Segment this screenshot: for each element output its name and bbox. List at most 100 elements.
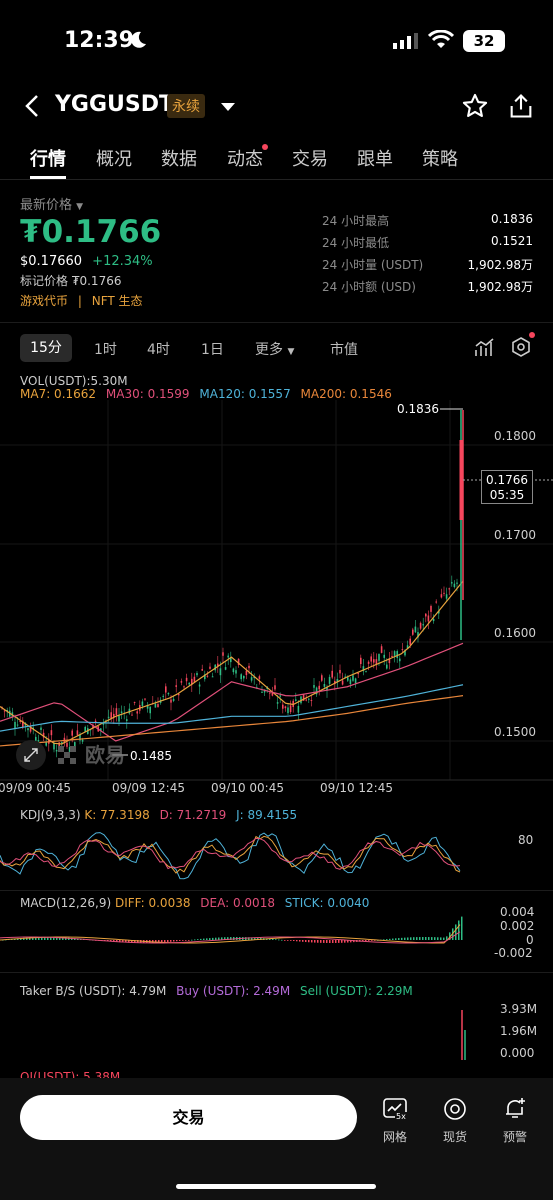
macd-bar (131, 940, 133, 943)
macd-bar (71, 937, 73, 940)
macd-bar (44, 937, 46, 940)
candle (183, 686, 185, 688)
candle (399, 658, 401, 662)
high-marker: 0.1836 (397, 402, 439, 416)
macd-bar (341, 940, 343, 943)
tab-feed[interactable]: 动态 (227, 149, 263, 170)
grid-button[interactable]: 5x 网格 (378, 1096, 412, 1145)
candle (378, 654, 380, 661)
candle (180, 681, 183, 683)
macd-bar (212, 937, 214, 940)
candle (375, 659, 378, 665)
tab-market[interactable]: 行情 (30, 149, 66, 170)
trade-button[interactable]: 交易 (20, 1095, 357, 1140)
current-price-value: 0.1766 (486, 473, 528, 487)
macd-bar (155, 940, 157, 943)
okx-logo-icon (58, 746, 76, 764)
candle (315, 687, 318, 695)
macd-bar (56, 937, 58, 940)
macd-bar (443, 937, 445, 940)
candle (201, 669, 203, 671)
indicator-icon[interactable] (474, 336, 496, 362)
macd-bar (254, 937, 256, 940)
spot-label: 现货 (442, 1130, 467, 1144)
candle (19, 720, 21, 722)
candle (383, 654, 385, 658)
candle (102, 723, 105, 725)
candle (258, 676, 261, 679)
candle (3, 710, 6, 712)
candle (68, 747, 71, 752)
home-indicator (176, 1184, 376, 1189)
y-tick: 0.1600 (494, 626, 536, 640)
ma30-label: MA30: 0.1599 (105, 387, 190, 401)
market-value-tab[interactable]: 市值 (330, 342, 358, 358)
interval-1h[interactable]: 1时 (94, 342, 117, 358)
macd-bar (137, 940, 139, 943)
candle (232, 668, 235, 673)
candle (235, 670, 237, 674)
macd-bar (449, 932, 451, 940)
macd-bar (164, 940, 166, 943)
favorite-star-icon[interactable] (461, 92, 489, 124)
back-icon[interactable] (22, 93, 42, 123)
interval-more[interactable]: 更多 ▼ (255, 342, 295, 358)
last-price-label[interactable]: 最新价格 ▼ (20, 198, 84, 213)
chart-settings-icon[interactable] (510, 336, 532, 362)
tab-data[interactable]: 数据 (161, 149, 197, 170)
candle (432, 618, 435, 622)
macd-bar (362, 940, 364, 942)
candle (50, 730, 53, 736)
spot-button[interactable]: 现货 (438, 1096, 472, 1145)
stat-row: 24 小时最低 0.1521 (322, 234, 533, 250)
candle (269, 692, 271, 694)
price-chart[interactable]: 0.1836 0.1485 0.1800 0.1700 0.1600 0.150… (0, 400, 553, 800)
tab-overview[interactable]: 概况 (96, 149, 132, 170)
candle (297, 705, 300, 713)
candle (188, 682, 190, 685)
candle (113, 713, 115, 717)
macd-bar (287, 940, 289, 941)
candle (253, 677, 255, 679)
macd-bar (185, 940, 187, 941)
symbol-title[interactable]: YGGUSDT (55, 92, 175, 117)
tag-gaming[interactable]: 游戏代币 (20, 294, 69, 308)
candle (274, 685, 276, 690)
candle (295, 699, 297, 701)
macd-bar (320, 940, 322, 943)
tab-trade[interactable]: 交易 (292, 149, 328, 170)
macd-tick: 0.004 (500, 905, 534, 919)
interval-active[interactable]: 15分 (20, 334, 72, 362)
macd-bar (206, 938, 208, 940)
macd-bar (458, 920, 460, 940)
usd-price-row: $0.17660 +12.34% (20, 254, 153, 269)
macd-bar (428, 937, 430, 940)
tab-strategy[interactable]: 策略 (422, 149, 458, 170)
candle (435, 601, 437, 603)
candle (289, 705, 292, 713)
wifi-icon (427, 29, 455, 54)
candle (196, 673, 198, 676)
macd-line (0, 924, 461, 944)
candle (261, 691, 263, 693)
tag-nft[interactable]: NFT 生态 (91, 294, 143, 308)
alert-button[interactable]: 预警 (498, 1096, 532, 1145)
share-icon[interactable] (507, 92, 535, 124)
macd-tick: -0.002 (494, 946, 533, 960)
macd-bar (188, 940, 190, 941)
interval-4h[interactable]: 4时 (147, 342, 170, 358)
candle (453, 583, 456, 588)
candle (417, 632, 419, 638)
symbol-dropdown-icon[interactable] (220, 98, 236, 117)
ma120-label: MA120: 0.1557 (199, 387, 291, 401)
candle (393, 651, 396, 656)
expand-chart-button[interactable] (16, 740, 46, 770)
interval-1d[interactable]: 1日 (201, 342, 224, 358)
kdj-chart: 80 (0, 832, 533, 880)
candle (328, 676, 331, 684)
tab-copy-trading[interactable]: 跟单 (357, 149, 393, 170)
macd-bar (113, 940, 115, 942)
macd-bar (437, 937, 439, 940)
candle (422, 624, 424, 626)
divider (0, 972, 553, 973)
